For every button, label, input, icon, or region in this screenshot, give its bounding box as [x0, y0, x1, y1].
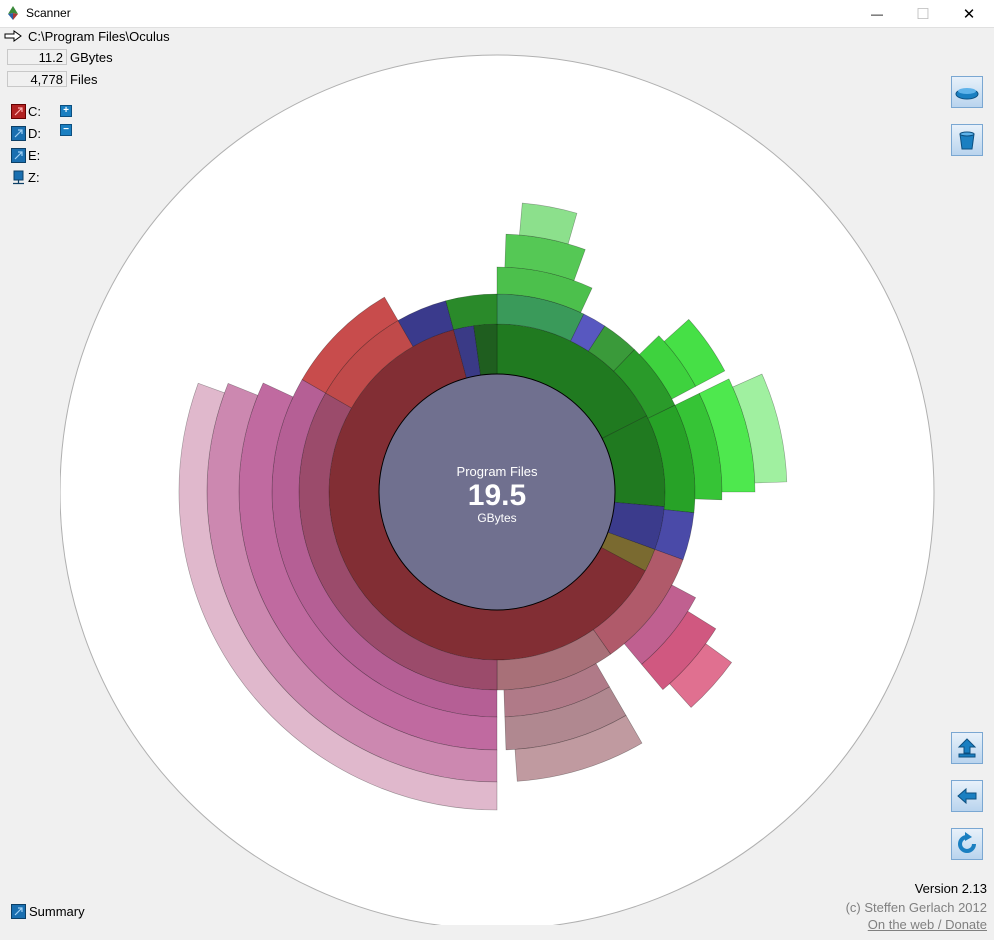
version-text: Version 2.13	[914, 881, 987, 896]
open-folder-button[interactable]	[951, 76, 983, 108]
drive-c-icon	[11, 104, 26, 119]
drive-c-label: C:	[28, 104, 41, 119]
arrow-up-icon	[957, 738, 977, 758]
folder-segment[interactable]	[519, 202, 578, 245]
folder-segment[interactable]	[445, 293, 498, 331]
center-disc[interactable]	[378, 373, 616, 611]
folder-segment[interactable]	[654, 509, 695, 561]
folder-segment[interactable]	[397, 300, 454, 347]
current-path: C:\Program Files\Oculus	[28, 28, 170, 44]
folder-segment[interactable]	[496, 266, 593, 313]
summary-icon	[11, 904, 26, 919]
folder-segment[interactable]	[504, 686, 627, 751]
app-icon	[8, 6, 18, 20]
center-folder-name: Program Files	[457, 464, 538, 479]
drive-d-label: D:	[28, 126, 41, 141]
drive-e-label: E:	[28, 148, 41, 163]
sunburst-chart[interactable]: Program Files 19.5 GBytes	[60, 45, 940, 925]
folder-segment[interactable]	[206, 382, 498, 783]
folder-segment[interactable]	[623, 584, 697, 665]
folder-segment[interactable]	[669, 643, 733, 708]
drive-e-icon	[11, 148, 26, 163]
title-bar: Scanner — ☐ ✕	[0, 0, 994, 28]
folder-segment[interactable]	[271, 379, 498, 718]
summary-button[interactable]: Summary	[11, 904, 85, 919]
go-up-button[interactable]	[951, 732, 983, 764]
center-size: 19.5	[468, 479, 526, 512]
trash-icon	[959, 131, 975, 150]
summary-label: Summary	[29, 904, 85, 919]
back-button[interactable]	[951, 780, 983, 812]
files-value: 4,778	[7, 71, 67, 87]
folder-segment[interactable]	[639, 335, 697, 400]
folder-segment[interactable]	[570, 313, 606, 352]
drive-d-icon	[11, 126, 26, 141]
folder-segment[interactable]	[732, 373, 788, 484]
folder-segment[interactable]	[178, 382, 498, 811]
folder-segment[interactable]	[301, 296, 399, 394]
arrow-right-icon[interactable]	[4, 30, 22, 42]
copyright-text: (c) Steffen Gerlach 2012	[845, 900, 987, 915]
current-path-row: C:\Program Files\Oculus	[4, 28, 170, 44]
refresh-button[interactable]	[951, 828, 983, 860]
window-title: Scanner	[26, 6, 71, 20]
folder-icon	[955, 88, 979, 100]
collapse-button[interactable]: −	[60, 124, 72, 136]
web-donate-link[interactable]: On the web / Donate	[867, 917, 987, 932]
close-button[interactable]: ✕	[962, 5, 976, 23]
delete-button[interactable]	[951, 124, 983, 156]
maximize-button[interactable]: ☐	[916, 5, 930, 23]
folder-segment[interactable]	[504, 233, 586, 281]
network-drive-icon	[13, 170, 24, 185]
files-unit: Files	[70, 72, 98, 87]
folder-segment[interactable]	[663, 318, 726, 387]
minimize-button[interactable]: —	[871, 6, 883, 21]
refresh-icon	[958, 832, 976, 853]
size-unit: GBytes	[70, 50, 113, 65]
folder-segment[interactable]	[514, 715, 643, 782]
size-value: 11.2	[7, 49, 67, 65]
drive-d[interactable]: D:	[11, 126, 41, 141]
arrow-left-icon	[957, 787, 977, 805]
folder-segment[interactable]	[641, 610, 717, 691]
center-unit: GBytes	[477, 511, 516, 525]
expand-button[interactable]: +	[60, 105, 72, 117]
sunburst-rings[interactable]	[178, 202, 788, 811]
drive-e[interactable]: E:	[11, 148, 40, 163]
folder-segment[interactable]	[613, 349, 676, 419]
drive-c[interactable]: C:	[11, 104, 41, 119]
drive-z[interactable]: Z:	[11, 170, 40, 185]
folder-segment[interactable]	[496, 293, 585, 342]
folder-segment[interactable]	[238, 382, 498, 751]
drive-z-label: Z:	[28, 170, 40, 185]
